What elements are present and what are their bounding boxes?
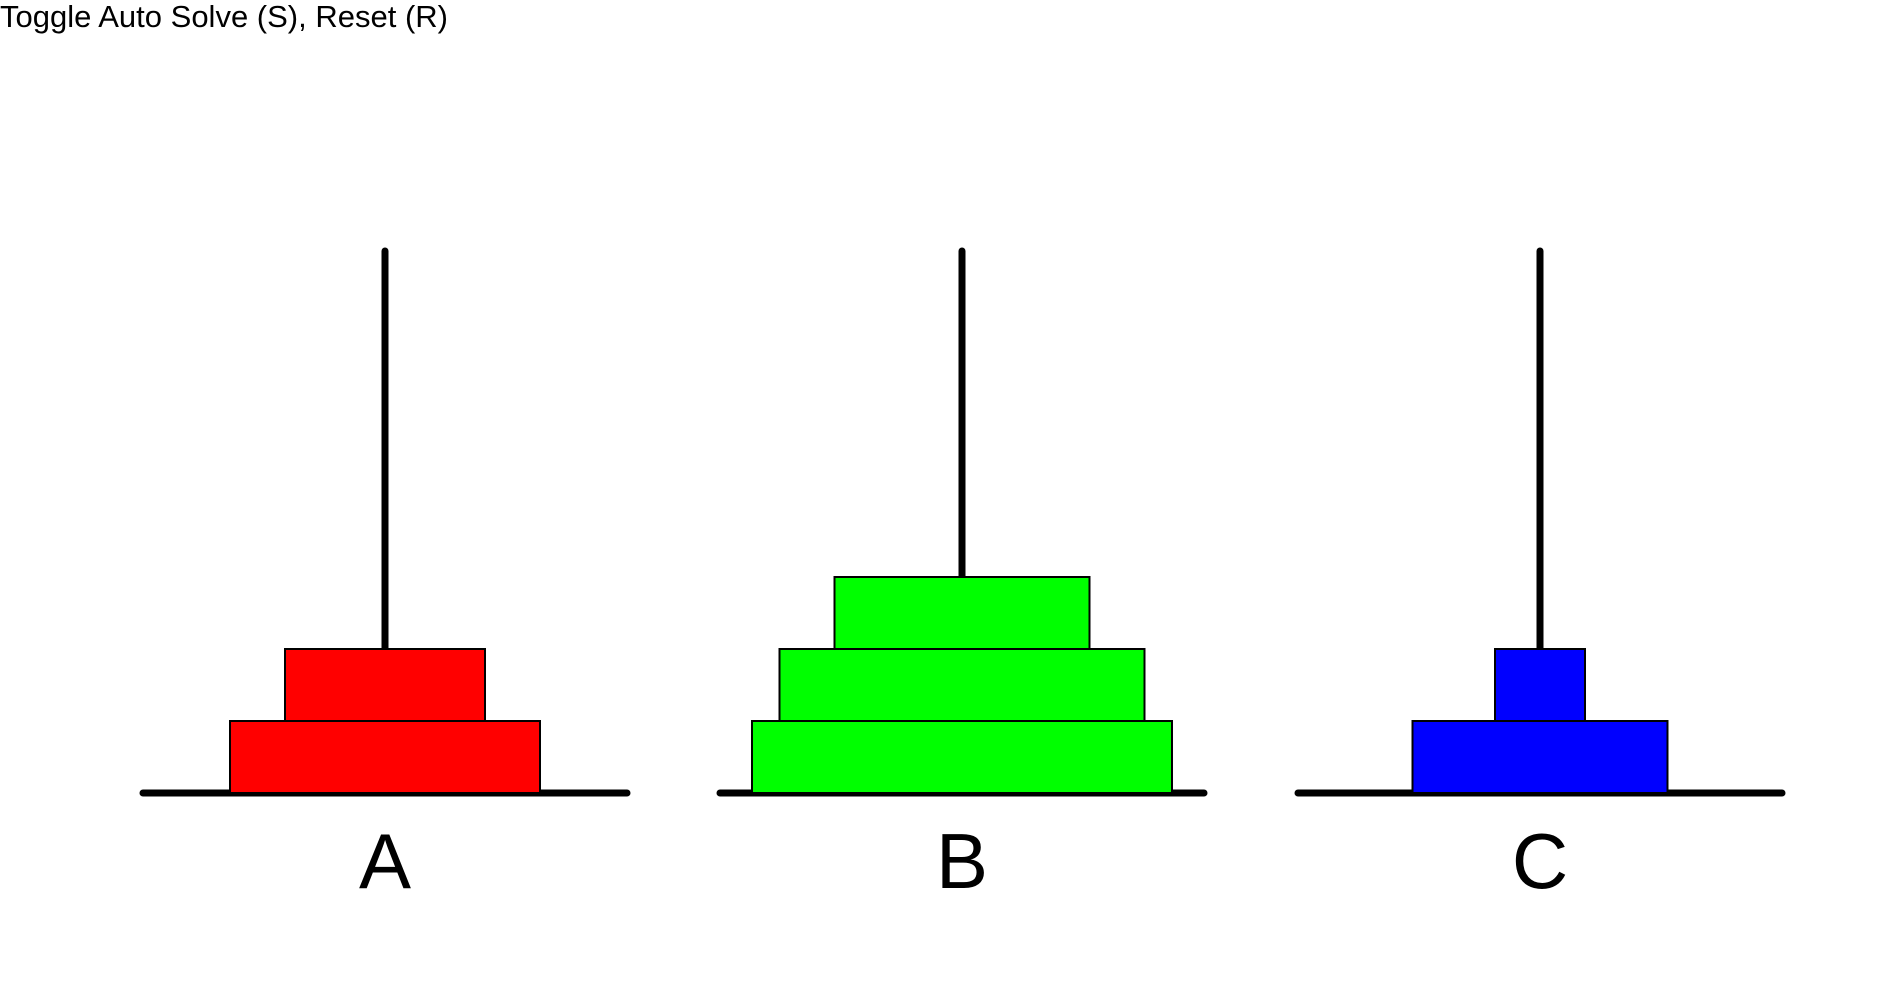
- peg-a-label: A: [359, 817, 411, 905]
- peg-c-disk-2[interactable]: [1494, 648, 1586, 722]
- peg-c-label: C: [1512, 817, 1568, 905]
- peg-b-label: B: [936, 817, 988, 905]
- controls-hint: Toggle Auto Solve (S), Reset (R): [0, 0, 448, 34]
- peg-b-disk-3[interactable]: [833, 576, 1091, 650]
- peg-a-disk-2[interactable]: [284, 648, 486, 722]
- peg-a-disk-1[interactable]: [229, 720, 541, 794]
- peg-b-disk-1[interactable]: [751, 720, 1173, 794]
- peg-b-disk-2[interactable]: [778, 648, 1146, 722]
- peg-c-disk-1[interactable]: [1411, 720, 1669, 794]
